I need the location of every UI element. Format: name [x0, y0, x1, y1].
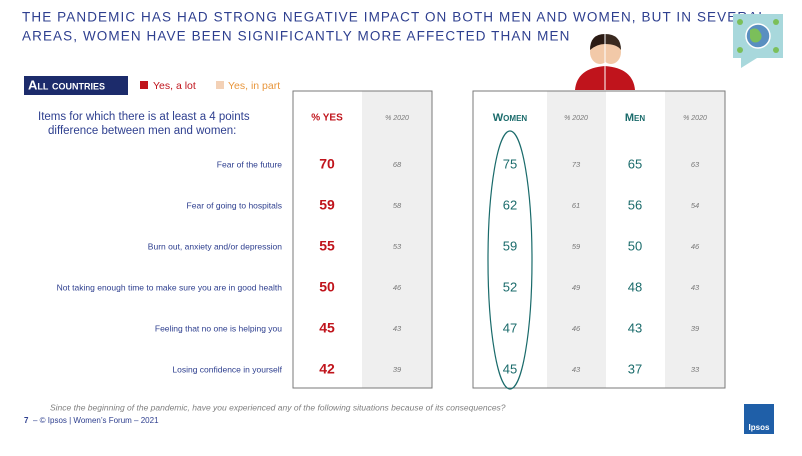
- column-header: % 2020: [385, 115, 409, 122]
- footer-question: Since the beginning of the pandemic, hav…: [50, 402, 506, 412]
- title-line: THE PANDEMIC HAS HAD STRONG NEGATIVE IMP…: [22, 10, 767, 25]
- cell-value: 62: [503, 197, 517, 212]
- legend-label: Yes, in part: [228, 80, 280, 92]
- intro-line: difference between men and women:: [48, 125, 236, 137]
- scope-label: All countries: [28, 77, 105, 92]
- cell-value: 42: [319, 361, 335, 377]
- cell-value: 43: [691, 283, 700, 292]
- cell-value: 68: [393, 160, 402, 169]
- cell-value: 50: [628, 238, 642, 253]
- page-number: 7: [24, 416, 29, 425]
- logo-text: Ipsos: [749, 423, 770, 432]
- cell-value: 70: [319, 156, 335, 172]
- cell-value: 59: [319, 197, 335, 213]
- row-label: Fear of going to hospitals: [187, 200, 282, 210]
- cell-value: 43: [393, 324, 402, 333]
- cell-value: 52: [503, 279, 517, 294]
- people-icon: [575, 34, 635, 90]
- cell-value: 59: [503, 238, 517, 253]
- cell-value: 65: [628, 156, 642, 171]
- footer-credit: – © Ipsos | Women’s Forum – 2021: [33, 416, 159, 425]
- cell-value: 39: [691, 324, 700, 333]
- row-label: Not taking enough time to make sure you …: [57, 282, 283, 292]
- highlight-ellipse: [487, 130, 533, 390]
- cell-value: 46: [691, 242, 700, 251]
- globe-icon: [733, 14, 783, 68]
- cell-value: 54: [691, 201, 699, 210]
- cell-value: 63: [691, 160, 700, 169]
- column-header: % 2020: [683, 115, 707, 122]
- column-header: % YES: [311, 113, 343, 124]
- cell-value: 46: [393, 283, 402, 292]
- row-label: Burn out, anxiety and/or depression: [148, 241, 282, 251]
- cell-value: 37: [628, 361, 642, 376]
- cell-value: 73: [572, 160, 581, 169]
- title-line: AREAS, WOMEN HAVE BEEN SIGNIFICANTLY MOR…: [22, 29, 570, 44]
- cell-value: 58: [393, 201, 402, 210]
- row-label: Losing confidence in yourself: [172, 364, 282, 374]
- cell-value: 46: [572, 324, 581, 333]
- cell-value: 50: [319, 279, 335, 295]
- row-label: Feeling that no one is helping you: [155, 323, 282, 333]
- cell-value: 48: [628, 279, 642, 294]
- column-shade: [362, 91, 432, 388]
- cell-value: 49: [572, 283, 581, 292]
- cell-value: 39: [393, 365, 402, 374]
- column-header: Women: [493, 112, 528, 124]
- cell-value: 45: [503, 361, 517, 376]
- row-label: Fear of the future: [217, 159, 282, 169]
- column-header: % 2020: [564, 115, 588, 122]
- column-shade: [547, 91, 606, 388]
- cell-value: 75: [503, 156, 517, 171]
- column-shade: [665, 91, 725, 388]
- legend-swatch: [140, 81, 148, 89]
- panel-border: [472, 90, 726, 389]
- cell-value: 55: [319, 238, 335, 254]
- scope-box: [24, 76, 128, 95]
- cell-value: 43: [572, 365, 581, 374]
- cell-value: 56: [628, 197, 642, 212]
- column-header: Men: [625, 112, 645, 124]
- cell-value: 47: [503, 320, 517, 335]
- panel-border: [292, 90, 433, 389]
- cell-value: 43: [628, 320, 642, 335]
- cell-value: 33: [691, 365, 700, 374]
- legend-swatch: [216, 81, 224, 89]
- cell-value: 53: [393, 242, 402, 251]
- cell-value: 59: [572, 242, 581, 251]
- logo-box: [744, 404, 774, 434]
- legend-label: Yes, a lot: [153, 80, 196, 92]
- cell-value: 61: [572, 201, 580, 210]
- table: % YES % 2020 Women % 2020 Men % 2020 Fear of t…: [57, 112, 707, 377]
- cell-value: 45: [319, 320, 335, 336]
- intro-line: Items for which there is at least a 4 po…: [38, 111, 250, 123]
